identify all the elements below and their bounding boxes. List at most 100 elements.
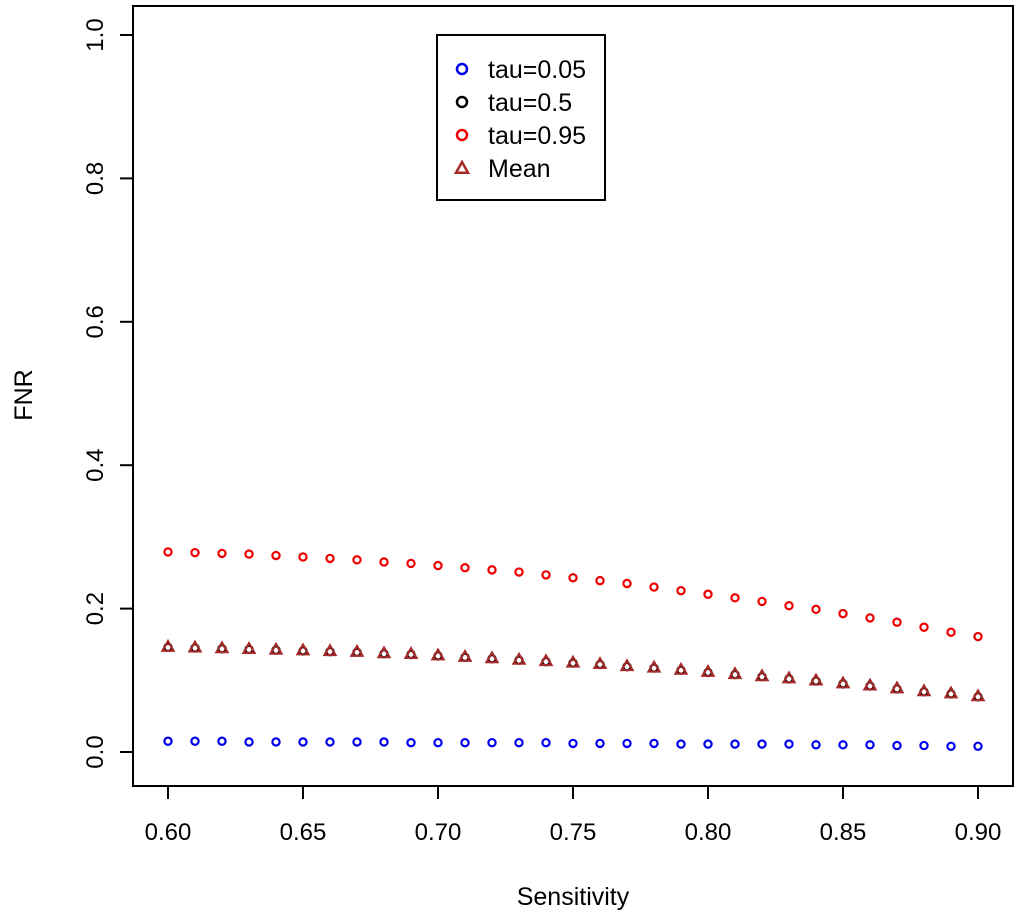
point-tau-0-95: [244, 549, 254, 559]
point-mean: [700, 663, 716, 677]
point-mean: [673, 661, 689, 675]
y-tick-label: 0.2: [82, 592, 109, 625]
point-mean: [457, 648, 473, 662]
point-tau-0-95: [568, 573, 578, 583]
point-tau-0-05: [406, 737, 416, 748]
point-tau-0-05: [460, 737, 470, 748]
point-tau-0-95: [838, 608, 848, 619]
point-mean: [322, 643, 338, 657]
point-tau-0-05: [946, 741, 956, 751]
point-tau-0-95: [271, 550, 281, 561]
point-mean: [160, 638, 176, 652]
point-tau-0-05: [676, 739, 686, 749]
x-tick-label: 0.80: [685, 819, 732, 846]
point-tau-0-95: [649, 582, 659, 592]
point-mean: [862, 677, 878, 691]
point-tau-0-95: [217, 548, 227, 559]
point-tau-0-05: [271, 737, 281, 747]
point-tau-0-95: [892, 617, 902, 627]
point-mean: [241, 641, 257, 654]
x-tick-label: 0.65: [280, 819, 327, 846]
point-tau-0-95: [757, 596, 767, 607]
point-tau-0-05: [730, 739, 740, 749]
point-tau-0-05: [568, 738, 578, 749]
point-mean: [538, 653, 554, 667]
point-mean: [430, 647, 446, 661]
point-mean: [376, 645, 392, 659]
point-tau-0-95: [730, 593, 740, 603]
y-axis-ticks: 0.0 0.2 0.4 0.6 0.8 1.0: [82, 18, 133, 769]
point-tau-0-95: [460, 563, 470, 573]
point-tau-0-95: [865, 613, 875, 623]
point-tau-0-05: [433, 737, 443, 748]
point-mean: [511, 651, 527, 665]
point-mean: [943, 685, 959, 699]
legend: tau=0.05 tau=0.5 tau=0.95 Mean: [436, 34, 606, 201]
point-tau-0-05: [919, 740, 929, 751]
point-mean: [781, 670, 797, 684]
point-tau-0-95: [919, 622, 929, 632]
point-tau-0-95: [703, 589, 713, 599]
point-tau-0-95: [676, 585, 686, 596]
point-tau-0-05: [811, 740, 821, 750]
x-axis-title: Sensitivity: [517, 883, 630, 911]
point-tau-0-95: [433, 560, 443, 571]
point-tau-0-05: [379, 737, 389, 747]
point-tau-0-95: [595, 575, 605, 586]
point-tau-0-95: [622, 578, 632, 589]
point-tau-0-05: [703, 739, 713, 749]
point-tau-0-95: [325, 553, 335, 564]
y-tick-label: 0.0: [82, 735, 109, 768]
point-tau-0-95: [190, 547, 200, 558]
x-tick-label: 0.60: [145, 819, 192, 846]
point-mean: [808, 672, 824, 686]
point-mean: [889, 680, 905, 694]
point-mean: [835, 675, 851, 689]
point-tau-0-05: [784, 739, 794, 749]
y-tick-label: 0.4: [82, 449, 109, 482]
legend-label-mean: Mean: [488, 155, 551, 183]
point-tau-0-05: [892, 740, 902, 751]
point-tau-0-95: [973, 631, 983, 642]
point-tau-0-05: [190, 736, 200, 746]
point-tau-0-05: [622, 738, 632, 749]
legend-marker-tau-0-95: [455, 128, 469, 142]
point-mean: [565, 654, 581, 668]
x-tick-label: 0.70: [415, 819, 462, 846]
point-mean: [214, 640, 230, 654]
x-tick-label: 0.75: [550, 819, 597, 846]
point-tau-0-05: [838, 740, 848, 750]
point-tau-0-05: [757, 739, 767, 749]
point-mean: [727, 666, 743, 680]
point-tau-0-95: [352, 555, 362, 565]
point-tau-0-05: [217, 736, 227, 746]
point-tau-0-95: [487, 565, 497, 575]
point-tau-0-05: [325, 737, 335, 747]
point-tau-0-05: [298, 737, 308, 747]
point-tau-0-95: [406, 558, 416, 569]
point-mean: [295, 642, 311, 656]
point-tau-0-05: [514, 737, 524, 748]
point-mean: [646, 659, 662, 673]
legend-label-tau-0-05: tau=0.05: [488, 56, 586, 84]
point-mean: [484, 650, 500, 664]
legend-marker-tau-0-5: [455, 95, 469, 109]
point-tau-0-05: [487, 737, 497, 748]
y-axis-title: FNR: [10, 369, 38, 420]
point-tau-0-05: [163, 736, 173, 746]
x-axis-ticks: 0.60 0.65 0.70 0.75 0.80 0.85 0.90: [145, 786, 1001, 846]
point-tau-0-95: [514, 567, 524, 577]
point-tau-0-95: [298, 552, 308, 562]
point-mean: [916, 683, 932, 697]
legend-label-tau-0-5: tau=0.5: [488, 89, 572, 117]
data-points: [160, 547, 986, 751]
point-mean: [754, 668, 770, 682]
point-mean: [403, 646, 419, 659]
point-tau-0-95: [163, 547, 173, 557]
point-tau-0-95: [946, 627, 956, 637]
point-tau-0-95: [379, 557, 389, 567]
point-tau-0-95: [811, 604, 821, 615]
legend-marker-tau-0-05: [455, 62, 469, 76]
point-tau-0-05: [649, 738, 659, 749]
